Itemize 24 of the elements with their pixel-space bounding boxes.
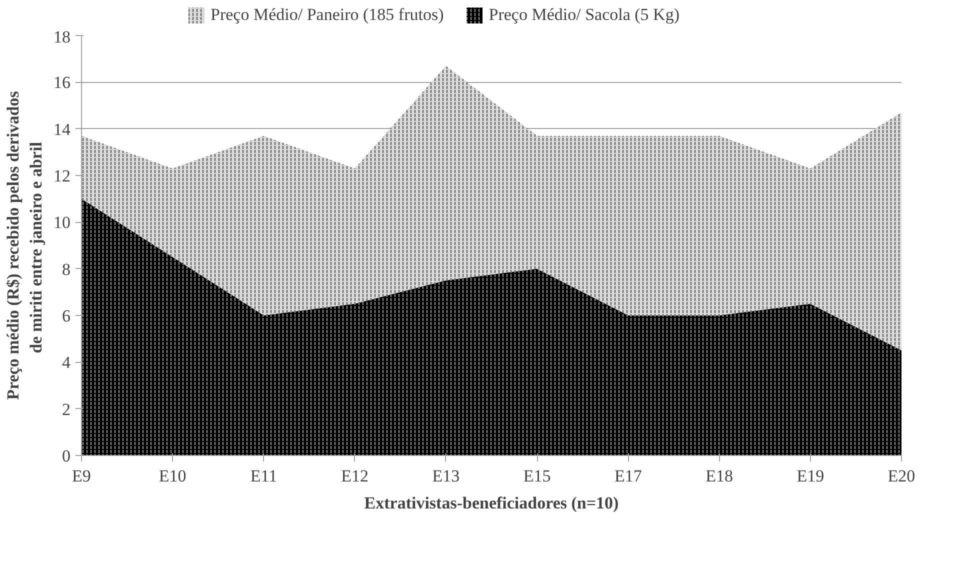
y-tick-label: 18 (54, 28, 70, 46)
legend-label: Preço Médio/ Paneiro (185 frutos) (210, 5, 444, 25)
y-tick-label: 12 (54, 166, 70, 186)
x-tick-label: E9 (72, 466, 91, 486)
legend-label: Preço Médio/ Sacola (5 Kg) (488, 5, 680, 25)
x-tick-label: E12 (341, 466, 369, 486)
y-tick-label: 10 (54, 213, 70, 232)
y-tick-label: 16 (54, 73, 70, 92)
x-tick-label: E10 (158, 466, 186, 486)
x-tick-label: E20 (888, 466, 916, 486)
x-tick-label: E18 (706, 466, 733, 486)
y-tick-label: 8 (62, 260, 70, 279)
x-tick-label: E13 (432, 466, 460, 486)
y-tick-label: 0 (62, 446, 70, 466)
y-tick-label: 14 (54, 120, 71, 139)
y-tick-label: 4 (62, 353, 71, 372)
x-tick-label: E15 (523, 466, 551, 486)
x-axis-title: Extrativistas-beneficiadores (n=10) (364, 494, 619, 512)
x-tick-label: E19 (796, 466, 824, 486)
x-tick-label: E17 (614, 466, 642, 486)
x-tick-label: E11 (250, 466, 278, 486)
y-tick-label: 6 (62, 306, 70, 326)
y-axis-title: Preço médio (R$) recebido pelos derivados de miriti entre janeiro e abril (4, 90, 46, 400)
y-tick-label: 2 (62, 400, 70, 419)
